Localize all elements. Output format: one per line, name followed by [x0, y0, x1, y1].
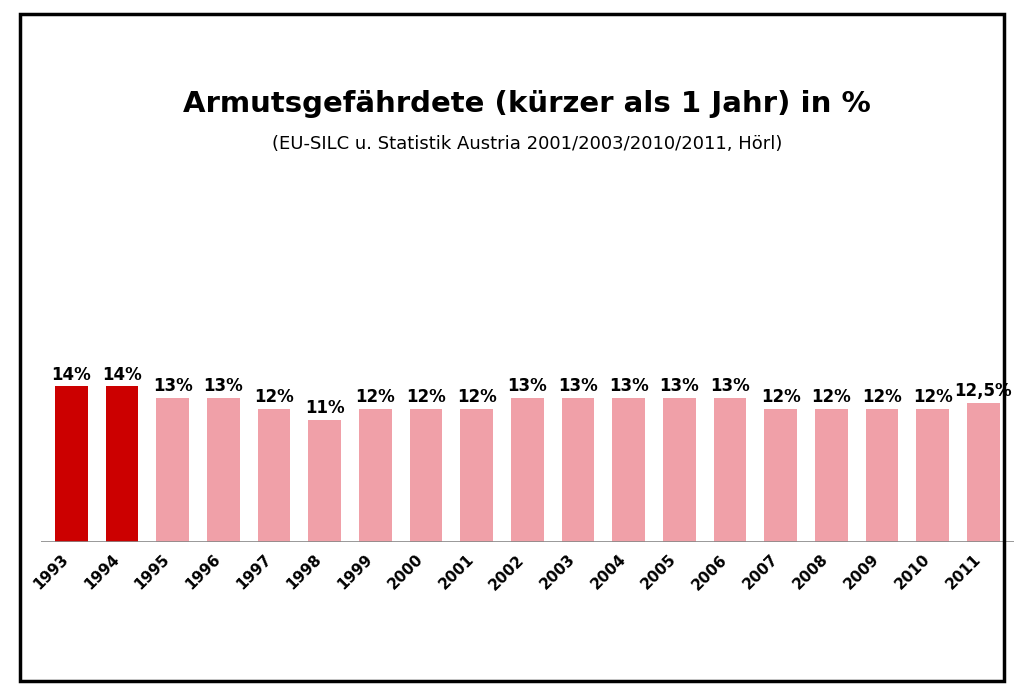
Bar — [308, 420, 341, 542]
Text: 12%: 12% — [912, 388, 952, 406]
Text: 12%: 12% — [407, 388, 445, 406]
Text: 12%: 12% — [457, 388, 497, 406]
Bar — [55, 386, 88, 542]
Text: 12%: 12% — [811, 388, 851, 406]
Bar — [460, 409, 494, 542]
Text: 13%: 13% — [711, 377, 750, 395]
Text: (EU-SILC u. Statistik Austria 2001/2003/2010/2011, Hörl): (EU-SILC u. Statistik Austria 2001/2003/… — [272, 135, 782, 153]
Text: 12,5%: 12,5% — [954, 382, 1012, 400]
Bar — [916, 409, 949, 542]
Text: 11%: 11% — [305, 399, 344, 417]
Bar — [358, 409, 392, 542]
Text: 13%: 13% — [204, 377, 244, 395]
Text: 12%: 12% — [862, 388, 902, 406]
Text: 13%: 13% — [659, 377, 699, 395]
Text: 12%: 12% — [355, 388, 395, 406]
Bar — [612, 398, 645, 542]
Text: 14%: 14% — [51, 366, 91, 384]
Bar — [157, 398, 189, 542]
Bar — [714, 398, 746, 542]
Text: 12%: 12% — [254, 388, 294, 406]
Text: 13%: 13% — [508, 377, 547, 395]
Bar — [663, 398, 696, 542]
Text: 13%: 13% — [609, 377, 648, 395]
Bar — [764, 409, 797, 542]
Text: 13%: 13% — [558, 377, 598, 395]
Bar — [207, 398, 240, 542]
Bar — [865, 409, 898, 542]
Bar — [511, 398, 544, 542]
Text: Armutsgefährdete (kürzer als 1 Jahr) in %: Armutsgefährdete (kürzer als 1 Jahr) in … — [183, 90, 871, 118]
Bar — [967, 403, 999, 542]
Bar — [561, 398, 595, 542]
Text: 13%: 13% — [153, 377, 193, 395]
Text: 12%: 12% — [761, 388, 801, 406]
Text: 14%: 14% — [102, 366, 142, 384]
Bar — [105, 386, 138, 542]
Bar — [258, 409, 291, 542]
Bar — [815, 409, 848, 542]
Bar — [410, 409, 442, 542]
